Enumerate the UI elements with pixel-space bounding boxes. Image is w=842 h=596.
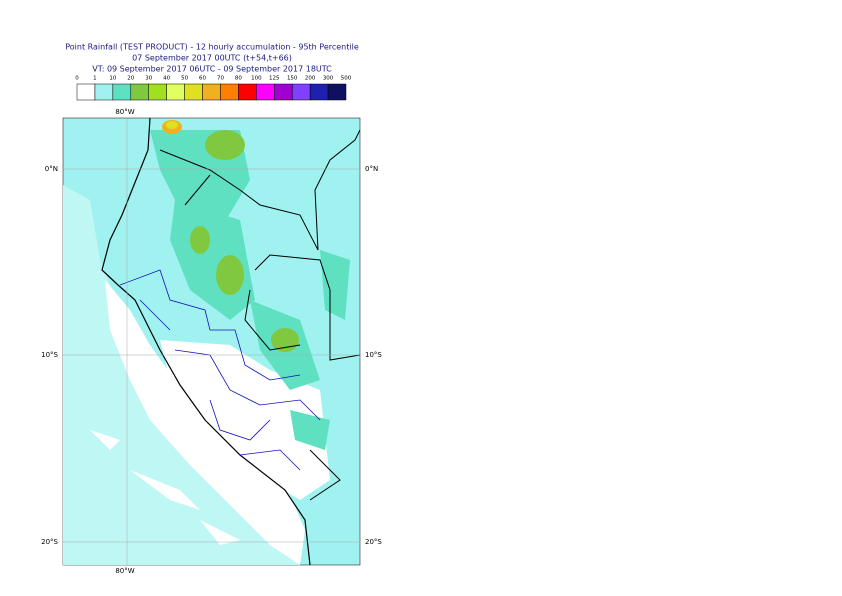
latitude-label: 10°S [365, 351, 382, 359]
country-border [159, 129, 360, 501]
legend-swatch [327, 83, 347, 101]
title-line: 07 September 2017 00UTC (t+54,t+66) [132, 54, 292, 63]
legend: 0 1 10 20 30 40 50 60 70 80 100 125 150 200 300 500 [75, 76, 352, 101]
legend-label: 100 [251, 76, 262, 82]
legend-label: 1 [93, 76, 97, 82]
legend-swatch [256, 83, 275, 101]
legend-swatch [202, 83, 221, 101]
wet-region [216, 255, 244, 295]
latitude-label: 10°S [41, 351, 58, 359]
legend-label: 70 [217, 76, 224, 82]
legend-label: 50 [181, 76, 188, 82]
legend-label: 10 [109, 76, 116, 82]
wet-region [205, 130, 245, 160]
legend-swatch [94, 83, 114, 101]
ocean-region [63, 185, 300, 565]
longitude-label: 80°W [115, 567, 134, 575]
legend-swatch [291, 83, 311, 101]
legend-label: 200 [305, 76, 316, 82]
legend-swatch [130, 83, 149, 101]
wet-region [271, 328, 299, 352]
latitude-label: 0°N [365, 165, 378, 173]
legend-swatch [238, 83, 257, 101]
wet-region [166, 121, 178, 129]
legend-swatch [76, 83, 96, 101]
longitude-label: 80°W [115, 108, 134, 116]
latitude-label: 20°S [41, 538, 58, 546]
legend-swatch [184, 83, 203, 101]
legend-label: 40 [163, 76, 170, 82]
legend-label: 125 [269, 76, 280, 82]
legend-label: 20 [127, 76, 134, 82]
legend-label: 30 [145, 76, 152, 82]
title-line: Point Rainfall (TEST PRODUCT) - 12 hourl… [65, 43, 359, 52]
region-border [119, 269, 321, 471]
latitude-label: 0°N [45, 165, 58, 173]
legend-label: 500 [341, 76, 352, 82]
wet-region [250, 250, 350, 450]
legend-label: 150 [287, 76, 298, 82]
legend-swatch [112, 83, 132, 101]
legend-swatch [166, 83, 185, 101]
legend-swatch [274, 83, 293, 101]
coastline [101, 118, 311, 565]
legend-label: 80 [235, 76, 242, 82]
legend-label: 60 [199, 76, 206, 82]
legend-label: 0 [75, 76, 79, 82]
title-line: VT: 09 September 2017 06UTC - 09 Septemb… [92, 65, 332, 74]
legend-swatch [220, 83, 239, 101]
dry-region [90, 430, 240, 545]
legend-swatch [309, 83, 329, 101]
wet-region [190, 226, 210, 254]
legend-swatch [148, 83, 167, 101]
map: 80°W 80°W 0°N 0°N 10°S 10°S 20°S 20°S [41, 108, 382, 575]
legend-label: 300 [323, 76, 334, 82]
latitude-label: 20°S [365, 538, 382, 546]
